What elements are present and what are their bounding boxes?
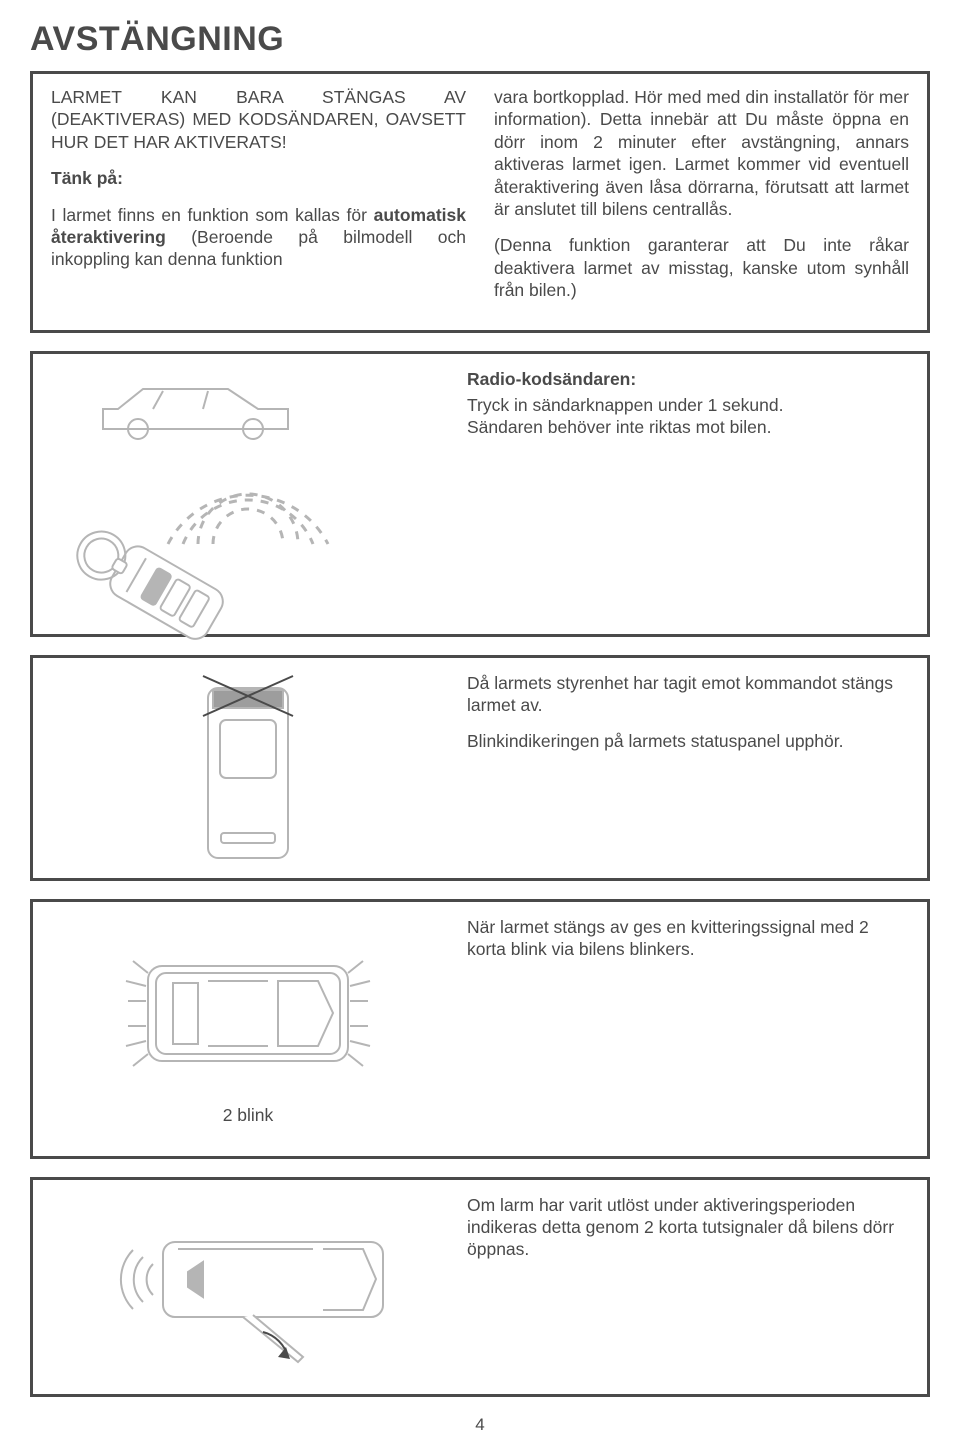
page-number: 4 bbox=[30, 1415, 930, 1435]
step3-box: 2 blink När larmet stängs av ges en kvit… bbox=[30, 899, 930, 1159]
car-blink-icon bbox=[78, 931, 418, 1101]
page-title: AVSTÄNGNING bbox=[30, 20, 930, 59]
intro-left-p2: I larmet finns en funktion som kallas fö… bbox=[51, 204, 466, 271]
step3-text: När larmet stängs av ges en kvitteringss… bbox=[463, 902, 927, 1156]
step3-label: 2 blink bbox=[223, 1105, 274, 1126]
step3-illustration: 2 blink bbox=[33, 902, 463, 1156]
step1-text: Radio-kodsändaren: Tryck in sändarknappe… bbox=[463, 354, 927, 634]
step2-line2: Blinkindikeringen på larmets statuspanel… bbox=[467, 730, 909, 752]
step2-text: Då larmets styrenhet har tagit emot komm… bbox=[463, 658, 927, 878]
step2-box: Då larmets styrenhet har tagit emot komm… bbox=[30, 655, 930, 881]
status-panel-icon bbox=[163, 668, 333, 868]
step1-line2: Sändaren behöver inte riktas mot bilen. bbox=[467, 416, 909, 438]
intro-box: LARMET KAN BARA STÄNGAS AV (DEAKTIVERAS)… bbox=[30, 71, 930, 333]
step3-line1: När larmet stängs av ges en kvitteringss… bbox=[467, 916, 909, 961]
step4-line1: Om larm har varit utlöst under aktiverin… bbox=[467, 1194, 909, 1261]
step1-heading: Radio-kodsändaren: bbox=[467, 368, 909, 390]
intro-left-p1: LARMET KAN BARA STÄNGAS AV (DEAKTIVERAS)… bbox=[51, 86, 466, 153]
intro-left-p2-lead: I larmet finns en funktion som kallas fö… bbox=[51, 205, 374, 225]
remote-signal-icon bbox=[48, 364, 448, 624]
intro-left-column: LARMET KAN BARA STÄNGAS AV (DEAKTIVERAS)… bbox=[51, 86, 466, 316]
step1-box: Radio-kodsändaren: Tryck in sändarknappe… bbox=[30, 351, 930, 637]
step1-illustration bbox=[33, 354, 463, 634]
step2-illustration bbox=[33, 658, 463, 878]
step2-line1: Då larmets styrenhet har tagit emot komm… bbox=[467, 672, 909, 717]
step1-line1: Tryck in sändarknappen under 1 sekund. bbox=[467, 394, 909, 416]
intro-right-p2: (Denna funktion garanterar att Du inte r… bbox=[494, 234, 909, 301]
step4-text: Om larm har varit utlöst under aktiverin… bbox=[463, 1180, 927, 1394]
intro-right-column: vara bortkopplad. Hör med med din instal… bbox=[494, 86, 909, 316]
car-door-open-icon bbox=[68, 1197, 428, 1377]
intro-think-heading: Tänk på: bbox=[51, 167, 466, 189]
step4-box: Om larm har varit utlöst under aktiverin… bbox=[30, 1177, 930, 1397]
intro-right-p1: vara bortkopplad. Hör med med din instal… bbox=[494, 86, 909, 220]
step4-illustration bbox=[33, 1180, 463, 1394]
